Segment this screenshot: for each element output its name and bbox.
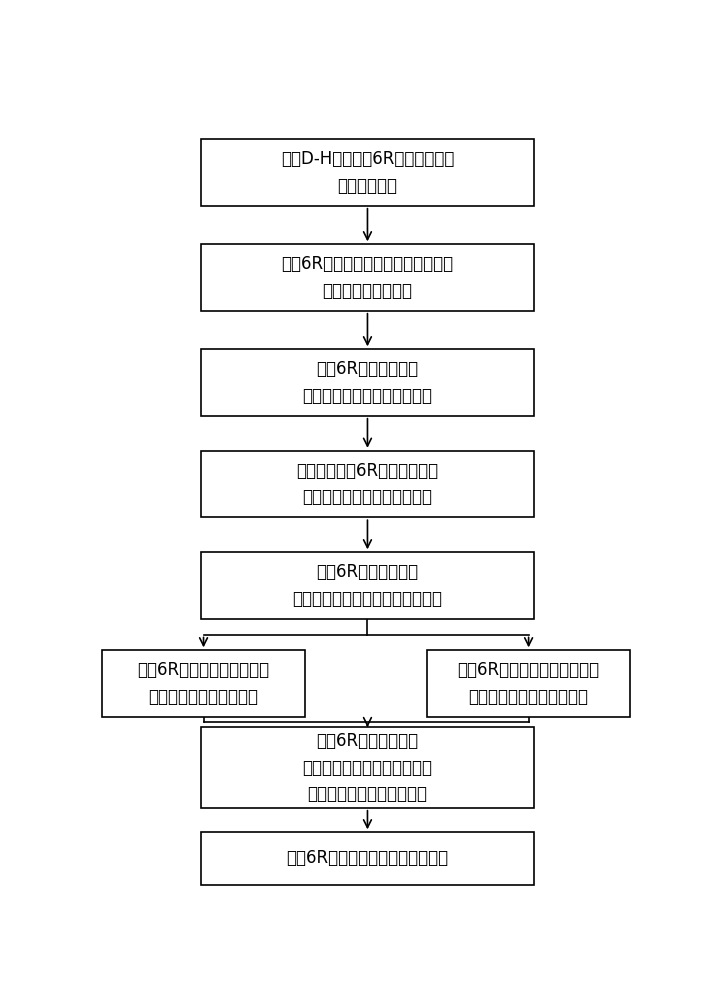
FancyBboxPatch shape (201, 727, 534, 808)
Text: 采用D-H方法建立6R型工业机器人
的连杆坐标系: 采用D-H方法建立6R型工业机器人 的连杆坐标系 (281, 150, 454, 195)
Text: 得到6R型工业机器人
在附有负载与机器人空载时各
关节处的关节驱动力矩差值: 得到6R型工业机器人 在附有负载与机器人空载时各 关节处的关节驱动力矩差值 (303, 732, 432, 803)
FancyBboxPatch shape (201, 832, 534, 885)
FancyBboxPatch shape (427, 650, 630, 717)
Text: 得到6R型工业机器人
中保持各连杆平衡的关节驱动力矩: 得到6R型工业机器人 中保持各连杆平衡的关节驱动力矩 (293, 563, 442, 608)
Text: 得到6R型工业机器人未知负载质量: 得到6R型工业机器人未知负载质量 (286, 850, 449, 867)
FancyBboxPatch shape (201, 451, 534, 517)
Text: 建立6R型工业机器人
中各连杆的力和力矩平衡方程: 建立6R型工业机器人 中各连杆的力和力矩平衡方程 (303, 360, 432, 405)
Text: 获得6R型工业机器人中相邻连杆坐标
系间的齐次变换矩阵: 获得6R型工业机器人中相邻连杆坐标 系间的齐次变换矩阵 (281, 255, 454, 300)
Text: 得到6R型工业机器人空载时
各关节处的关节驱动力矩: 得到6R型工业机器人空载时 各关节处的关节驱动力矩 (138, 661, 270, 706)
Text: 得到6R型工业机器人附有负载
时各关节处的关节驱动力矩: 得到6R型工业机器人附有负载 时各关节处的关节驱动力矩 (457, 661, 599, 706)
Text: 迭代运算得到6R型工业机器人
中作用在各连杆上的力和力矩: 迭代运算得到6R型工业机器人 中作用在各连杆上的力和力矩 (296, 462, 439, 506)
FancyBboxPatch shape (201, 139, 534, 206)
FancyBboxPatch shape (201, 552, 534, 619)
FancyBboxPatch shape (201, 244, 534, 311)
FancyBboxPatch shape (102, 650, 305, 717)
FancyBboxPatch shape (201, 349, 534, 416)
